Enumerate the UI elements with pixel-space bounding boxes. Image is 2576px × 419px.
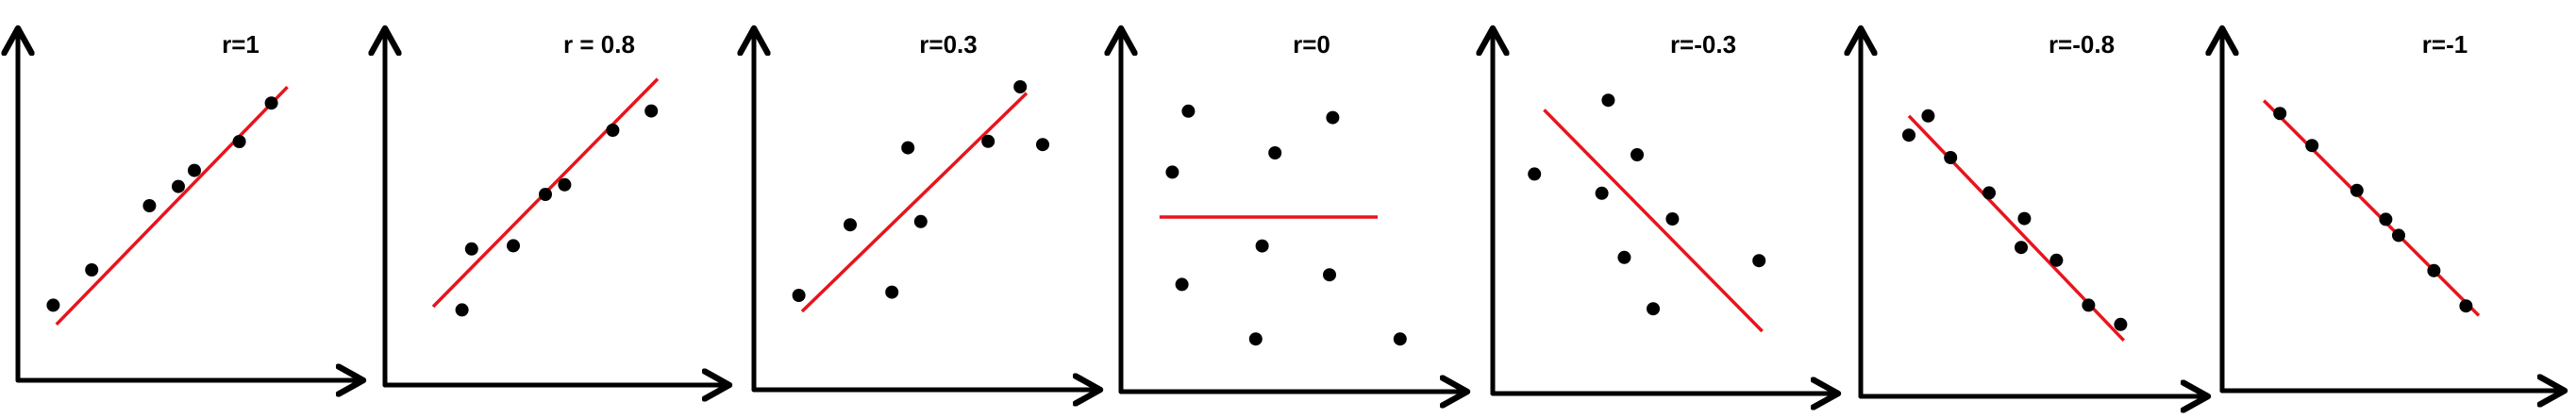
data-point xyxy=(2017,211,2032,226)
data-point xyxy=(1601,93,1615,108)
data-point xyxy=(172,179,185,193)
data-point xyxy=(901,141,915,155)
data-point xyxy=(2350,183,2364,197)
chart-title: r=1 xyxy=(222,30,259,59)
data-point xyxy=(1323,268,1336,282)
data-point xyxy=(142,199,157,212)
data-point xyxy=(2459,299,2473,313)
data-point xyxy=(1595,186,1609,200)
chart-panel-5: r=-0.3 xyxy=(1493,28,1838,394)
data-point xyxy=(885,285,899,299)
data-point xyxy=(464,242,478,256)
chart-title: r = 0.8 xyxy=(563,30,635,59)
data-point xyxy=(558,177,572,192)
data-point xyxy=(232,135,246,148)
data-point xyxy=(1036,138,1049,152)
data-point xyxy=(1752,254,1766,268)
chart-panel-6: r=-0.8 xyxy=(1861,28,2208,396)
data-point xyxy=(1248,332,1263,346)
chart-panel-3: r=0.3 xyxy=(754,28,1100,390)
data-point xyxy=(1617,250,1631,264)
data-point xyxy=(46,298,60,312)
data-point xyxy=(2305,139,2319,153)
chart-title: r=-1 xyxy=(2422,30,2467,59)
data-point xyxy=(1175,277,1189,292)
data-point xyxy=(2392,228,2405,243)
data-point xyxy=(1631,148,1644,161)
data-point xyxy=(792,289,806,302)
data-point xyxy=(2379,212,2393,226)
fit-line xyxy=(2262,99,2481,317)
data-point xyxy=(264,96,278,110)
data-point xyxy=(1181,104,1196,118)
data-point xyxy=(455,303,469,317)
data-point xyxy=(1902,128,1915,142)
data-point xyxy=(1944,151,1958,164)
data-point xyxy=(913,214,928,228)
chart-title: r=-0.3 xyxy=(1670,30,1736,59)
data-point xyxy=(644,104,659,118)
data-point xyxy=(1165,165,1179,179)
data-point xyxy=(1647,302,1660,316)
data-point xyxy=(85,263,99,277)
data-point xyxy=(188,163,201,177)
chart-title: r=0 xyxy=(1293,30,1330,59)
data-point xyxy=(2114,317,2128,331)
chart-panel-1: r=1 xyxy=(18,28,363,380)
fit-line xyxy=(1543,109,1764,333)
data-point xyxy=(1326,110,1340,125)
data-point xyxy=(1982,186,1996,200)
data-point xyxy=(1013,80,1028,93)
data-point xyxy=(2049,253,2064,267)
data-point xyxy=(2427,263,2441,277)
data-point xyxy=(844,218,857,232)
data-point xyxy=(1921,109,1935,123)
fit-line xyxy=(800,92,1029,313)
data-point xyxy=(1528,167,1542,181)
chart-title: r=-0.8 xyxy=(2049,30,2115,59)
data-point xyxy=(507,239,520,253)
data-point xyxy=(981,134,995,148)
data-point xyxy=(606,124,620,137)
chart-panel-4: r=0 xyxy=(1121,28,1467,392)
chart-title: r=0.3 xyxy=(919,30,977,59)
chart-panel-2: r = 0.8 xyxy=(385,28,729,385)
fit-line xyxy=(55,85,289,327)
data-point xyxy=(1665,212,1680,226)
data-point xyxy=(539,188,552,201)
data-point xyxy=(1268,146,1282,159)
data-point xyxy=(2015,241,2028,255)
chart-panel-7: r=-1 xyxy=(2222,28,2565,391)
data-point xyxy=(1255,239,1269,253)
data-point xyxy=(1393,332,1407,346)
data-point xyxy=(2082,298,2096,312)
data-point xyxy=(2273,107,2287,121)
